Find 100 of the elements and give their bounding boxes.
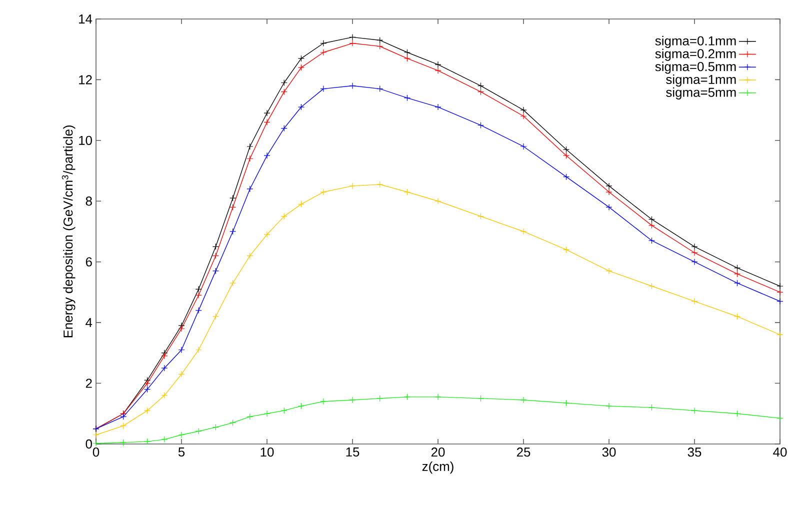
point: [230, 194, 236, 202]
point: [434, 104, 442, 110]
point: [264, 231, 270, 238]
point: [161, 436, 168, 443]
point: [562, 174, 570, 180]
point: [195, 307, 202, 314]
point: [161, 392, 168, 399]
point: [606, 204, 612, 210]
point: [280, 79, 288, 86]
point: [320, 40, 327, 47]
point: [520, 228, 527, 235]
point: [349, 82, 356, 90]
point: [246, 252, 254, 260]
point: [648, 282, 656, 290]
point: [264, 410, 270, 417]
y-tick-label: 12: [79, 75, 92, 84]
point: [280, 213, 288, 220]
point: [691, 298, 698, 305]
point: [349, 182, 356, 190]
point: [161, 364, 168, 372]
point: [280, 407, 288, 414]
point: [280, 88, 288, 96]
point: [144, 438, 151, 445]
point: [298, 200, 305, 208]
point: [477, 82, 484, 90]
point: [434, 67, 442, 74]
x-tick-label: 5: [178, 448, 185, 457]
point: [776, 414, 784, 422]
point: [520, 112, 527, 120]
point: [477, 395, 484, 402]
point: [606, 182, 612, 190]
point: [320, 398, 327, 405]
point: [734, 280, 741, 286]
point: [212, 252, 220, 260]
legend-label: sigma=0.2mm: [655, 48, 736, 61]
point: [298, 402, 305, 410]
point: [434, 394, 442, 400]
x-tick-label: 10: [260, 448, 274, 457]
point: [477, 122, 484, 129]
point: [264, 110, 270, 116]
x-tick-label: 35: [688, 448, 702, 457]
point: [320, 188, 327, 196]
y-axis-title: Energy deposition (GeV/cm$^{3}$/particle): [62, 126, 76, 338]
point: [178, 370, 185, 378]
point: [648, 216, 656, 223]
y-tick-label: 14: [79, 14, 92, 24]
point: [320, 49, 327, 56]
point: [246, 155, 254, 162]
point: [734, 264, 741, 272]
point: [520, 106, 527, 114]
point: [144, 386, 151, 393]
point: [404, 394, 411, 400]
x-tick-label: 40: [773, 448, 787, 457]
point: [212, 424, 220, 431]
point: [264, 118, 270, 126]
point: [280, 124, 288, 132]
point: [349, 396, 356, 404]
point: [178, 346, 185, 354]
point: [562, 246, 570, 253]
point: [230, 419, 236, 426]
y-tick-label: 6: [86, 257, 92, 266]
point: [404, 49, 411, 56]
point: [92, 432, 100, 438]
y-tick-label: 10: [79, 136, 92, 145]
point: [195, 428, 202, 435]
point: [320, 86, 327, 92]
y-tick-label: 2: [86, 378, 92, 388]
point: [562, 400, 570, 406]
point: [776, 298, 784, 305]
point: [349, 34, 356, 40]
point: [520, 143, 527, 150]
point: [120, 413, 127, 420]
point: [734, 270, 741, 278]
point: [195, 346, 202, 354]
point: [520, 396, 527, 404]
point: [246, 413, 254, 420]
point: [195, 292, 202, 299]
y-tick-label: 8: [86, 196, 92, 206]
point: [404, 94, 411, 102]
point: [734, 313, 741, 320]
point: [648, 237, 656, 244]
point: [144, 407, 151, 414]
point: [178, 432, 185, 438]
point: [691, 243, 698, 250]
point: [734, 410, 741, 417]
point: [246, 143, 254, 150]
point: [178, 325, 185, 332]
point: [648, 222, 656, 229]
point: [776, 282, 784, 290]
point: [404, 188, 411, 196]
point: [776, 288, 784, 296]
point: [434, 198, 442, 204]
point: [144, 380, 151, 387]
point: [298, 64, 305, 71]
point: [776, 331, 784, 338]
point: [230, 228, 236, 235]
point: [120, 439, 127, 446]
legend-label: sigma=0.5mm: [655, 62, 736, 74]
point: [376, 395, 384, 402]
point: [298, 104, 305, 110]
